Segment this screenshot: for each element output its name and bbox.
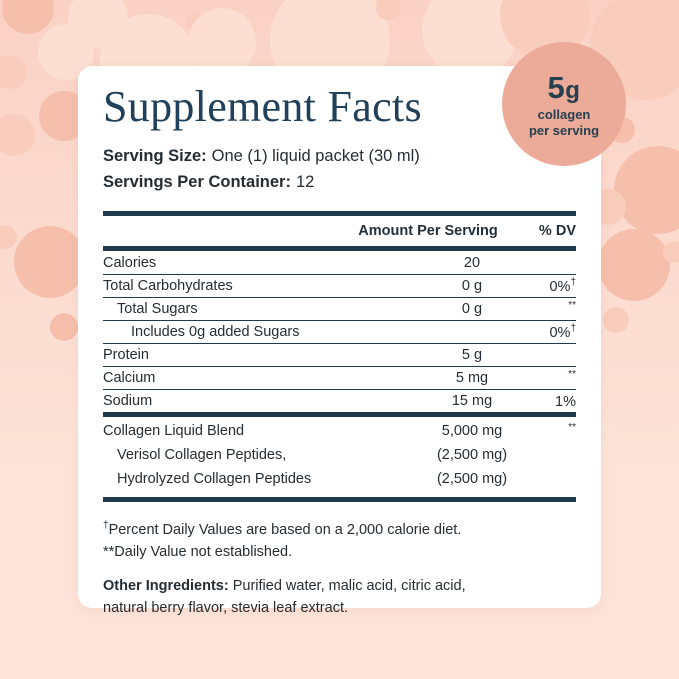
other-ingredients-label: Other Ingredients: [103,578,229,595]
footnote-dv-not-established: **Daily Value not established. [103,544,293,561]
nutrient-rows: Calories 20 Total Carbohydrates 0 g 0%† … [103,251,576,412]
servings-label: Servings Per Container: [103,173,291,192]
table-row: Calories 20 [103,254,481,271]
table-row: Protein 5 g [103,343,576,366]
table-header-row: Amount Per Serving % DV [103,216,576,246]
collagen-badge: 5g collagen per serving [502,42,626,166]
divider-thick [103,211,576,217]
divider-thick [103,412,576,418]
bubble [0,225,17,249]
divider-thick [103,497,576,503]
servings-value: 12 [295,173,315,192]
dv-header: % DV [538,223,576,240]
bubble [663,241,679,263]
bubble [376,0,400,20]
page-title: Supplement Facts [103,82,422,131]
footnotes: †Percent Daily Values are based on a 2,0… [103,515,576,563]
bubble [14,226,86,298]
table-row: Total Carbohydrates 0 g 0%† [103,274,576,297]
bubble [598,229,670,301]
badge-line-collagen: collagen [537,107,591,122]
footnote-daily-values: †Percent Daily Values are based on a 2,0… [103,520,462,539]
bubble [0,114,35,156]
bubble [2,0,54,34]
table-row: Hydrolyzed Collagen Peptides (2,500 mg) [117,471,508,488]
bubble [603,307,629,333]
table-row: Calcium 5 mg ** [103,366,576,389]
facts-table: Amount Per Serving % DV Calories 20 Tota… [103,211,576,503]
serving-size-line: Serving Size: One (1) liquid packet (30 m… [103,143,576,169]
blend-rows: Collagen Liquid Blend 5,000 mg ** Veriso… [103,417,576,497]
bubble [614,146,679,234]
bubble [0,55,27,89]
servings-per-container-line: Servings Per Container: 12 [103,169,576,195]
amount-per-serving-header: Amount Per Serving [358,223,498,240]
other-ingredients-text: Purified water, malic acid, citric acid,… [103,578,466,617]
table-row: Sodium 15 mg 1% [103,389,576,412]
serving-size-value: One (1) liquid packet (30 ml) [211,147,420,166]
table-row: Verisol Collagen Peptides, (2,500 mg) [117,447,508,464]
supplement-facts-card: Supplement Facts Serving Size: One (1) li… [78,66,601,616]
table-row: Collagen Liquid Blend 5,000 mg ** [103,422,576,440]
divider-thick [103,246,576,252]
serving-size-label: Serving Size: [103,147,207,166]
bubble [188,8,256,76]
bubble [50,313,78,341]
other-ingredients: Other Ingredients: Purified water, malic… [103,575,513,619]
table-row: Total Sugars 0 g ** [103,297,576,320]
badge-line-per-serving: per serving [528,122,600,138]
badge-amount: 5g [547,70,581,105]
table-row: Includes 0g added Sugars 0%† [103,320,576,343]
